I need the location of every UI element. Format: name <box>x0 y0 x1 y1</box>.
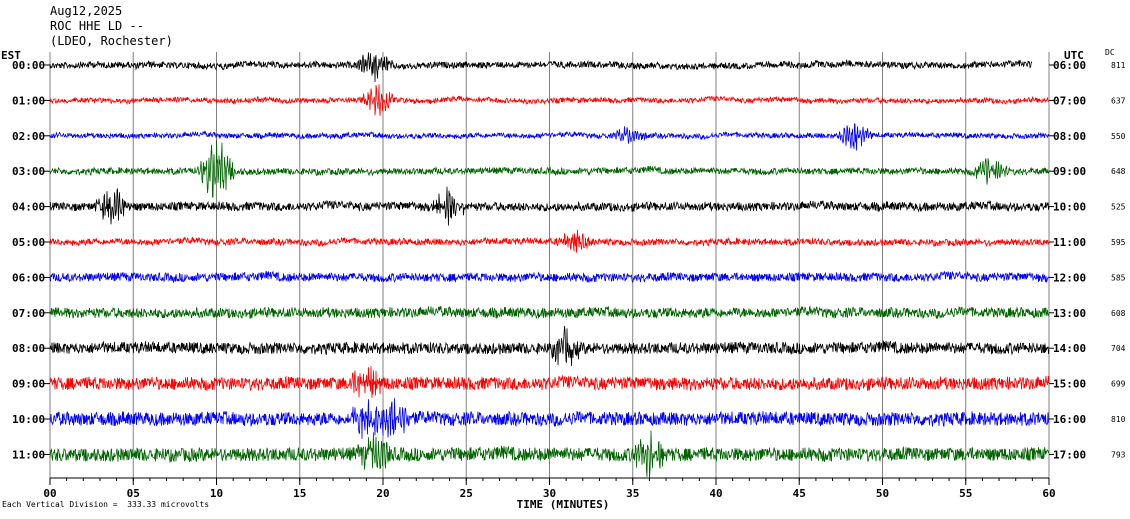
utc-time-label: 07:00 <box>1053 94 1086 107</box>
utc-time-label: 13:00 <box>1053 307 1086 320</box>
est-time-label: 07:00 <box>12 307 45 320</box>
header-station: ROC HHE LD -- <box>50 19 144 33</box>
x-tick-label: 25 <box>460 487 473 500</box>
utc-time-label: 17:00 <box>1053 448 1086 461</box>
dc-value-label: 811 <box>1111 61 1126 70</box>
est-time-label: 04:00 <box>12 201 45 214</box>
x-tick-label: 05 <box>127 487 140 500</box>
est-time-label: 08:00 <box>12 342 45 355</box>
x-tick-label: 60 <box>1042 487 1055 500</box>
x-tick-label: 10 <box>210 487 223 500</box>
utc-label: UTC <box>1064 49 1084 62</box>
trace-7 <box>49 305 1050 320</box>
header-network: (LDEO, Rochester) <box>50 34 173 48</box>
footer-scale-note: Each Vertical Division = 333.33 microvol… <box>2 500 210 509</box>
utc-time-label: 06:00 <box>1053 59 1086 72</box>
est-time-label: 02:00 <box>12 130 45 143</box>
x-tick-label: 20 <box>376 487 389 500</box>
x-tick-label: 30 <box>543 487 556 500</box>
utc-time-label: 14:00 <box>1053 342 1086 355</box>
trace-8 <box>49 326 1050 367</box>
x-tick-label: 40 <box>709 487 722 500</box>
x-axis-title: TIME (MINUTES) <box>517 498 610 511</box>
est-time-label: 03:00 <box>12 165 45 178</box>
dc-value-label: 810 <box>1111 415 1126 424</box>
x-tick-label: 35 <box>626 487 639 500</box>
row-labels: 00:00 06:00 811 01:00 07:00 637 02:00 08:00 550 0… <box>12 59 1126 461</box>
dc-header: DC <box>1105 48 1115 57</box>
utc-time-label: 09:00 <box>1053 165 1086 178</box>
x-tick-label: 50 <box>876 487 889 500</box>
est-time-label: 00:00 <box>12 59 45 72</box>
utc-time-label: 12:00 <box>1053 271 1086 284</box>
trace-1 <box>49 84 1050 117</box>
x-tick-label: 55 <box>959 487 972 500</box>
est-time-label: 05:00 <box>12 236 45 249</box>
dc-value-label: 648 <box>1111 167 1126 176</box>
dc-value-label: 608 <box>1111 309 1126 318</box>
dc-value-label: 595 <box>1111 238 1126 247</box>
utc-time-label: 10:00 <box>1053 201 1086 214</box>
x-tick-label: 45 <box>793 487 806 500</box>
est-time-label: 10:00 <box>12 413 45 426</box>
grid-lines <box>49 52 1050 478</box>
header-date: Aug12,2025 <box>50 4 123 18</box>
est-time-label: 01:00 <box>12 94 45 107</box>
trace-0 <box>49 52 1033 83</box>
trace-6 <box>49 270 1050 284</box>
est-time-label: 09:00 <box>12 378 45 391</box>
dc-value-label: 793 <box>1111 450 1126 459</box>
utc-time-label: 11:00 <box>1053 236 1086 249</box>
trace-11 <box>49 430 1050 478</box>
trace-10 <box>49 398 1050 439</box>
dc-value-label: 550 <box>1111 132 1126 141</box>
dc-value-label: 704 <box>1111 344 1126 353</box>
trace-5 <box>49 229 1050 253</box>
trace-2 <box>49 122 1050 151</box>
trace-3 <box>49 139 1050 198</box>
utc-time-label: 08:00 <box>1053 130 1086 143</box>
est-time-label: 11:00 <box>12 448 45 461</box>
dc-value-label: 699 <box>1111 380 1126 389</box>
x-axis: 00 05 10 15 20 25 30 35 40 45 50 55 60 <box>43 477 1056 500</box>
trace-4 <box>49 186 1050 226</box>
x-tick-label: 15 <box>293 487 306 500</box>
est-label: EST <box>1 49 21 62</box>
utc-time-label: 15:00 <box>1053 378 1086 391</box>
dc-value-label: 585 <box>1111 273 1126 282</box>
est-time-label: 06:00 <box>12 271 45 284</box>
x-tick-label: 00 <box>43 487 56 500</box>
seismogram-traces <box>49 52 1050 478</box>
trace-9 <box>49 366 1050 398</box>
dc-value-label: 525 <box>1111 203 1126 212</box>
utc-time-label: 16:00 <box>1053 413 1086 426</box>
dc-value-label: 637 <box>1111 96 1126 105</box>
